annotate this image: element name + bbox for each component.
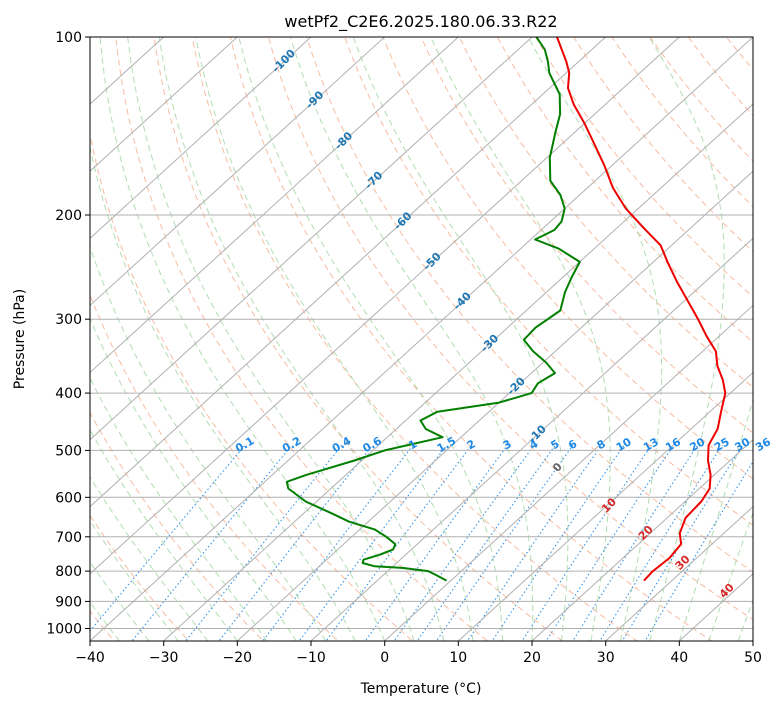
moist-adiabat-line [648,37,725,641]
x-axis-ticks: −40 −30 −20 −10 0 10 20 30 40 50 [75,641,762,666]
dry-adiabat-line [458,37,753,388]
dry-adiabats [90,24,775,653]
y-axis-label: Pressure (hPa) [12,289,28,389]
isotherm-line [310,237,753,641]
y-tick-label: 600 [55,490,82,506]
moist-adiabat-line [90,144,356,641]
moist-adiabat-line [90,561,150,641]
moist-adiabat-line [127,37,415,641]
x-tick-label: 10 [449,650,467,666]
mixing-ratio-line [364,444,509,641]
x-tick-label: −10 [296,650,326,666]
isotherm-line [162,103,753,641]
isotherm-line [90,37,753,641]
profile-series [285,37,727,582]
isotherms [90,37,753,641]
y-tick-label: 500 [55,443,82,459]
dry-adiabat-line [153,37,564,641]
isotherm-line [604,506,753,641]
pressure-gridlines [90,37,753,629]
dry-adiabat-line [496,37,753,343]
isotherm-line [90,37,607,508]
isotherm-line [457,371,753,641]
dry-adiabat-line [535,37,753,298]
mixing-ratio-line [262,444,414,641]
moist-adiabat-line [289,37,534,641]
temperature-line [556,37,727,582]
x-tick-label: −20 [223,650,253,666]
moist-adiabat-line [90,376,268,641]
moist-adiabat-line [195,37,474,641]
plot-frame [89,36,754,642]
moist-adiabat-line [430,37,611,641]
y-tick-label: 700 [55,530,82,546]
dewpoint-line [285,37,581,582]
isotherm-line [383,304,753,641]
dry-adiabat-line [229,37,713,641]
moist-adiabat-line [238,37,503,641]
moist-adiabat-line [90,475,209,641]
x-tick-label: −40 [75,650,105,666]
mixing-ratio-label: 36 [753,435,773,454]
y-axis-ticks: 1000 900 800 700 600 500 400 300 200 100 [46,30,90,638]
dry-adiabat-line [115,37,489,641]
y-tick-label: 800 [55,564,82,580]
moist-adiabat-line [527,37,663,641]
y-tick-label: 300 [55,312,82,328]
x-tick-label: 40 [670,650,688,666]
moist-adiabat-line [90,244,327,641]
y-tick-label: 900 [55,594,82,610]
isotherm-line [90,37,681,575]
moist-adiabat-line [90,428,238,641]
dry-adiabat-line [191,37,638,641]
moist-adiabat-line [158,37,445,641]
dry-adiabat-line [754,24,775,653]
mixing-ratio-line [466,444,602,641]
dry-adiabat-line [90,293,339,641]
moist-adiabat-line [708,511,753,641]
x-tick-label: −30 [149,650,179,666]
isotherm-line [236,170,753,641]
y-tick-label: 400 [55,386,82,402]
moist-adiabat-line [99,37,386,641]
isotherm-line [90,37,460,374]
moist-adiabat-line [352,37,569,641]
x-tick-label: 50 [744,650,762,666]
chart-title: wetPf2_C2E6.2025.180.06.33.R22 [284,12,557,32]
isotherm-line [531,438,753,641]
x-axis-label: Temperature (°C) [360,681,482,697]
x-tick-label: 0 [380,650,389,666]
isotherm-line [90,37,533,441]
dry-adiabat-line [267,37,753,621]
moist-adiabats [90,37,753,641]
y-tick-label: 100 [55,30,82,46]
y-tick-label: 200 [55,208,82,224]
isotherm-line [90,37,312,240]
x-tick-label: 20 [523,650,541,666]
y-tick-label: 1000 [46,622,82,638]
dry-adiabat-line [90,131,414,641]
x-tick-label: 30 [597,650,615,666]
mixing-ratio-line [435,444,574,641]
moist-adiabat-line [90,519,179,641]
moist-adiabat-line [678,397,753,641]
moist-adiabat-line [90,316,297,641]
isotherm-line [90,37,239,172]
isotherm-line [90,37,386,307]
